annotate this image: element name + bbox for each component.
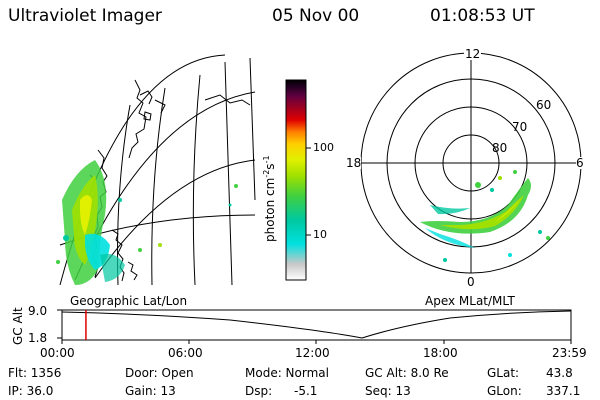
status-gc-alt: GC Alt: 8.0 Re (365, 366, 449, 380)
status-seq: Seq: 13 (365, 384, 411, 398)
altitude-ytick-9: 9.0 (28, 304, 48, 318)
status-gain: Gain: 13 (125, 384, 176, 398)
status-dsp-label: Dsp: (245, 384, 273, 398)
altitude-xtick-2359: 23:59 (552, 346, 587, 360)
colorbar-tick-label-10: 10 (313, 228, 327, 241)
status-glat-value: 43.8 (546, 366, 573, 380)
status-glon-value: 337.1 (546, 384, 581, 398)
lat-label-70: 70 (512, 120, 528, 134)
coast-island-3 (154, 99, 166, 114)
polar-aurora (420, 170, 550, 262)
coast-island-1 (139, 90, 153, 105)
mlt-label-0: 0 (467, 275, 475, 289)
colorbar-tick-label-100: 100 (313, 141, 334, 154)
colorbar (285, 79, 311, 281)
status-mode: Mode: Normal (245, 366, 329, 380)
coast-island-2 (143, 111, 152, 121)
altitude-xtick-0600: 06:00 (168, 346, 203, 360)
altitude-xtick-0000: 00:00 (40, 346, 75, 360)
geo-map-caption: Geographic Lat/Lon (70, 294, 188, 308)
status-dsp-value: -5.1 (294, 384, 318, 398)
mlt-label-12: 12 (464, 47, 482, 61)
coast-greenland (128, 79, 147, 159)
status-flt: Flt: 1356 (8, 366, 62, 380)
date-label: 05 Nov 00 (272, 6, 360, 26)
lat-label-60: 60 (536, 98, 552, 112)
altitude-plot (57, 309, 572, 344)
status-glat-label: GLat: (487, 366, 520, 380)
mlt-label-18: 18 (346, 156, 362, 170)
mlt-label-6: 6 (576, 156, 584, 170)
colorbar-label: photon cm-2s-1 (262, 155, 277, 242)
altitude-xtick-1800: 18:00 (423, 346, 458, 360)
colorbar-gradient (285, 79, 307, 281)
lat-label-80: 80 (492, 141, 508, 155)
altitude-ytick-1-8: 1.8 (28, 331, 48, 345)
meridian-2 (151, 87, 166, 286)
altitude-xtick-1200: 12:00 (295, 346, 330, 360)
geographic-map (56, 54, 256, 286)
coast-north (204, 94, 251, 106)
polar-plot-caption: Apex MLat/MLT (425, 294, 515, 308)
meridian-3 (192, 74, 201, 286)
status-door: Door: Open (125, 366, 194, 380)
altitude-curve (61, 310, 572, 339)
meridian-4 (224, 61, 233, 286)
geo-aurora (56, 160, 238, 285)
meridian-5 (249, 57, 256, 201)
coast-mid (111, 229, 125, 282)
status-glon-label: GLon: (487, 384, 522, 398)
status-ip: IP: 36.0 (8, 384, 54, 398)
instrument-title: Ultraviolet Imager (8, 6, 162, 26)
lat-arc-3 (94, 159, 256, 279)
time-label: 01:08:53 UT (430, 6, 535, 26)
coast-mid-2 (127, 261, 138, 281)
meridian-1 (117, 104, 131, 286)
altitude-ylabel: GC Alt (11, 307, 25, 345)
